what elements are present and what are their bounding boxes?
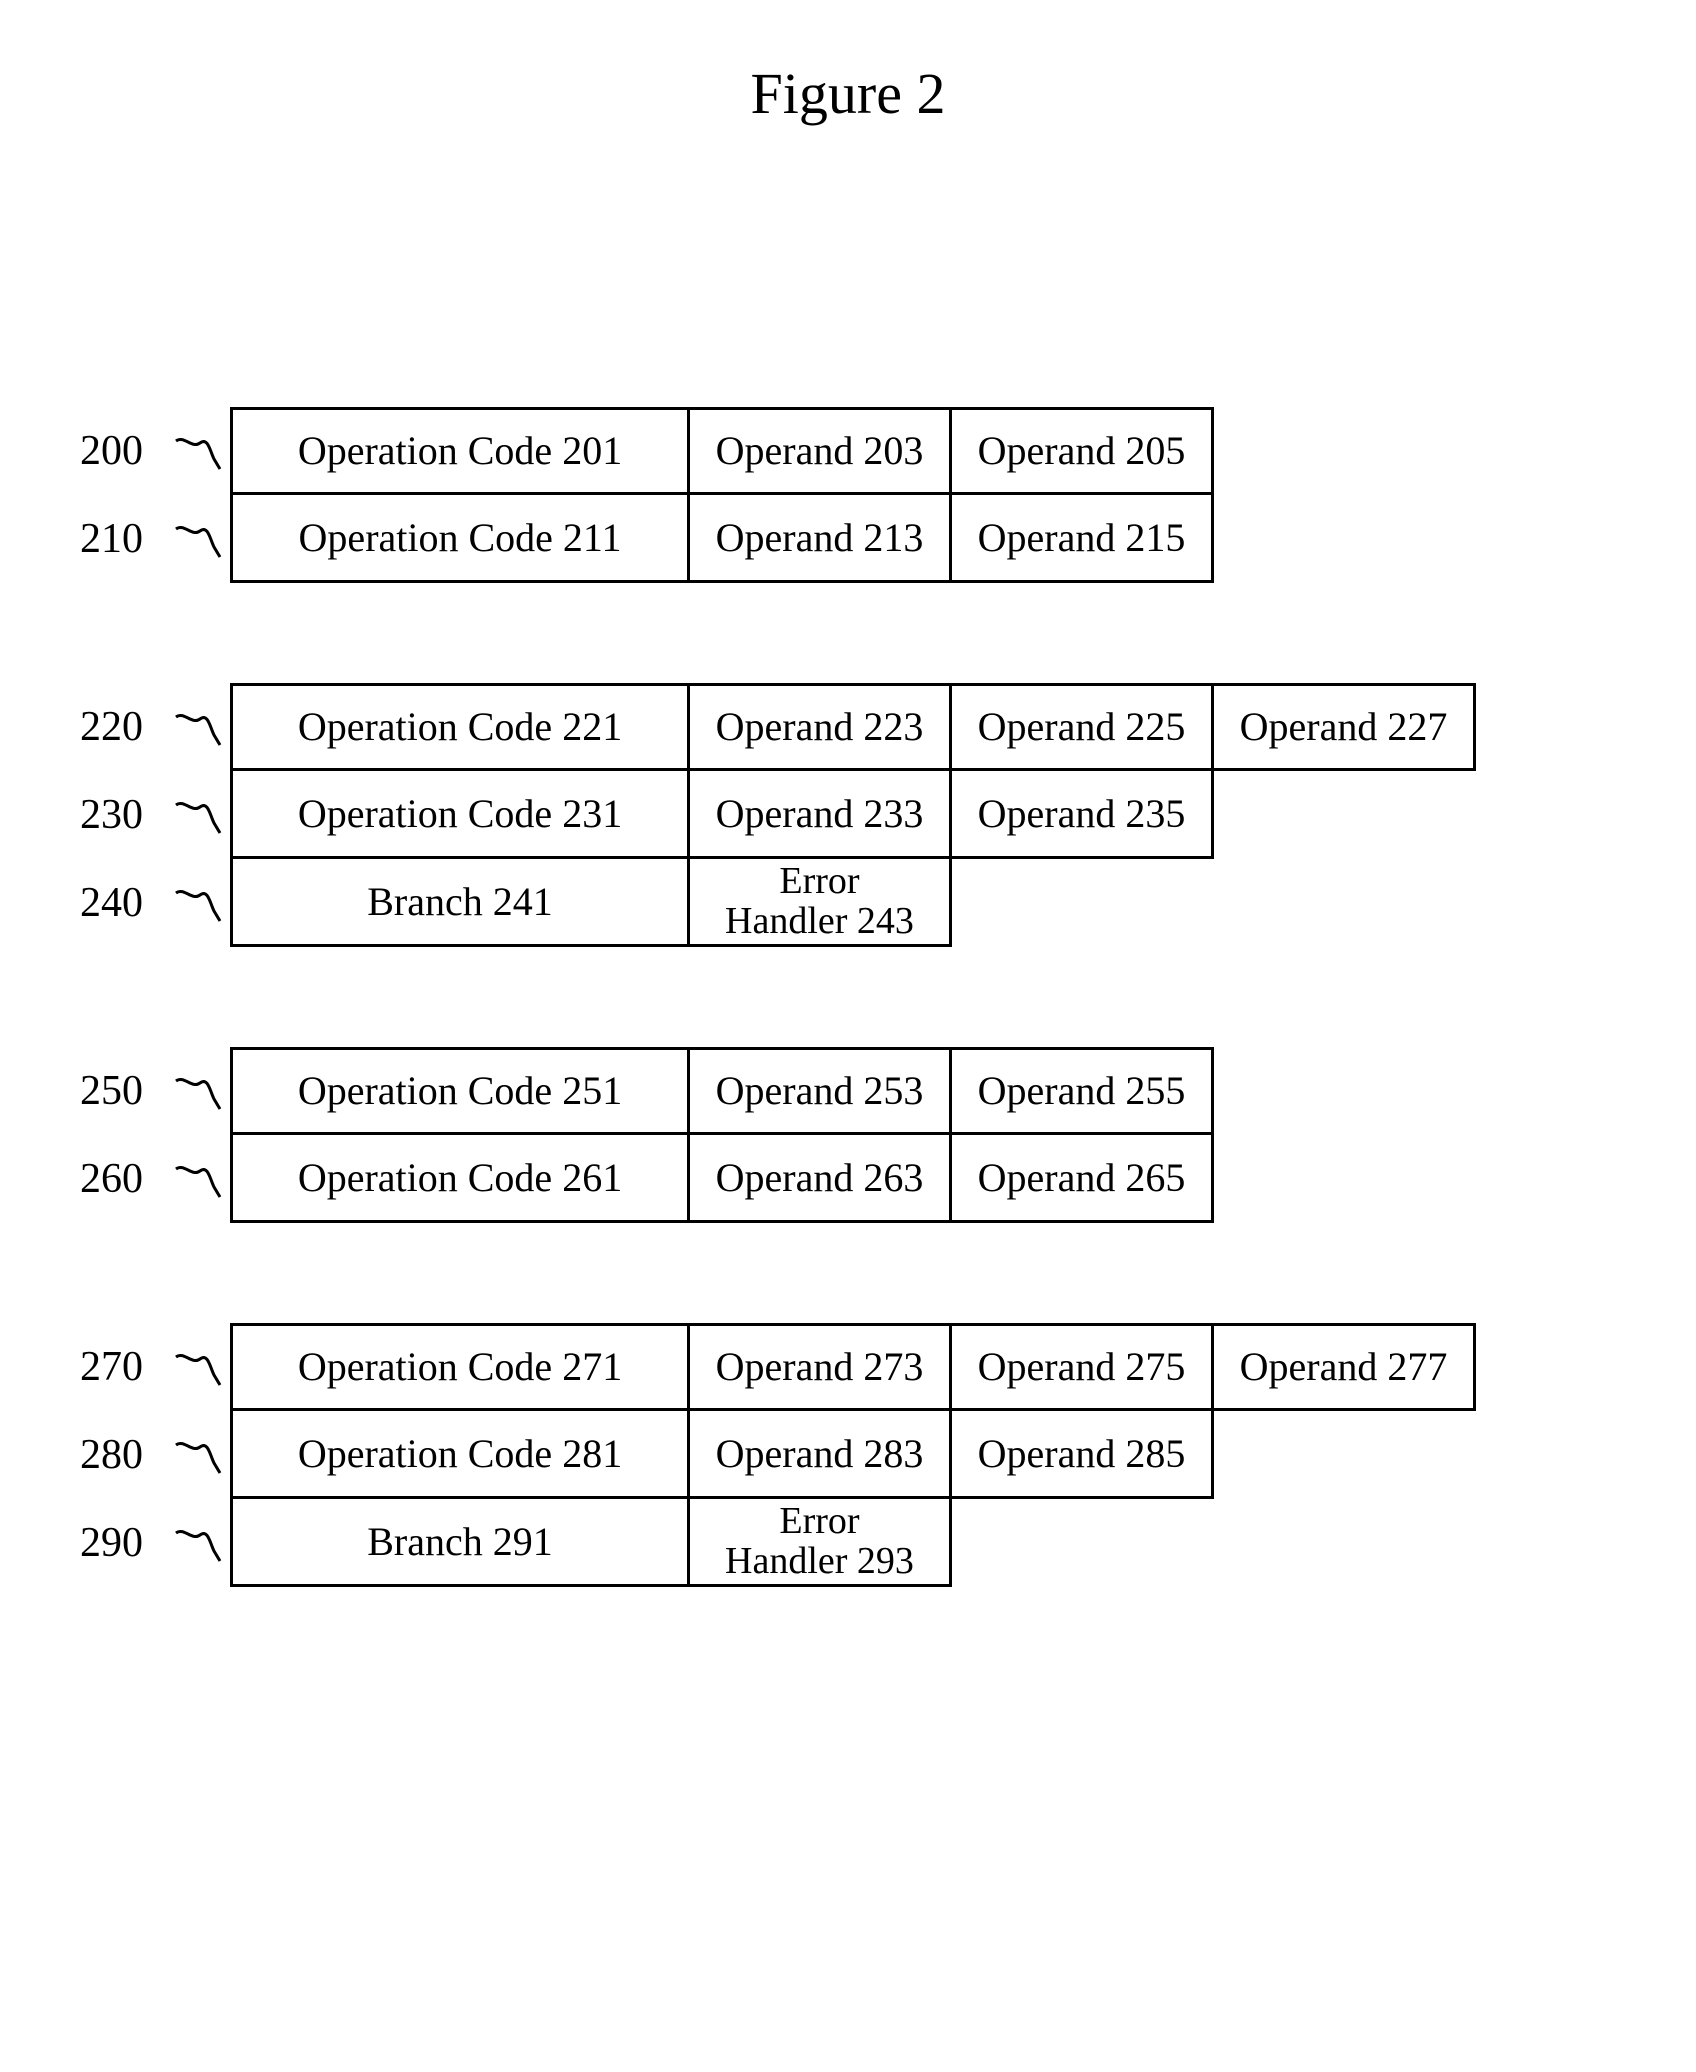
operand-cell: Operand 227 (1214, 683, 1476, 771)
row-cells: Operation Code 271Operand 273Operand 275… (230, 1323, 1476, 1411)
lead-line-icon (174, 1347, 222, 1387)
instruction-row: 250 Operation Code 251Operand 253Operand… (80, 1047, 1656, 1135)
operand-cell: Operand 225 (952, 683, 1214, 771)
operand-cell: Operand 275 (952, 1323, 1214, 1411)
opcode-cell: Operation Code 211 (230, 495, 690, 583)
row-label-wrap: 260 (80, 1135, 230, 1223)
operand-cell: Operand 265 (952, 1135, 1214, 1223)
instruction-row: 220 Operation Code 221Operand 223Operand… (80, 683, 1656, 771)
lead-line-icon (174, 519, 222, 559)
row-label: 220 (80, 703, 143, 751)
groups-container: 200 Operation Code 201Operand 203Operand… (40, 407, 1656, 1587)
operand-cell: Operand 235 (952, 771, 1214, 859)
row-label-wrap: 230 (80, 771, 230, 859)
operand-cell: Operand 233 (690, 771, 952, 859)
instruction-row: 200 Operation Code 201Operand 203Operand… (80, 407, 1656, 495)
opcode-cell: Operation Code 221 (230, 683, 690, 771)
row-label-wrap: 290 (80, 1499, 230, 1587)
row-label: 260 (80, 1155, 143, 1203)
opcode-cell: Operation Code 271 (230, 1323, 690, 1411)
opcode-cell: Operation Code 231 (230, 771, 690, 859)
instruction-row: 270 Operation Code 271Operand 273Operand… (80, 1323, 1656, 1411)
opcode-cell: Branch 291 (230, 1499, 690, 1587)
row-label-wrap: 250 (80, 1047, 230, 1135)
row-label: 230 (80, 791, 143, 839)
row-cells: Operation Code 281Operand 283Operand 285 (230, 1411, 1214, 1499)
row-cells: Operation Code 261Operand 263Operand 265 (230, 1135, 1214, 1223)
row-label-wrap: 220 (80, 683, 230, 771)
row-label: 200 (80, 427, 143, 475)
operand-cell: Operand 203 (690, 407, 952, 495)
opcode-cell: Operation Code 281 (230, 1411, 690, 1499)
row-label-wrap: 280 (80, 1411, 230, 1499)
row-cells: Branch 291Error Handler 293 (230, 1499, 952, 1587)
operand-cell: Error Handler 293 (690, 1499, 952, 1587)
opcode-cell: Branch 241 (230, 859, 690, 947)
row-label-wrap: 270 (80, 1323, 230, 1411)
instruction-row: 210 Operation Code 211Operand 213Operand… (80, 495, 1656, 583)
instruction-row: 280 Operation Code 281Operand 283Operand… (80, 1411, 1656, 1499)
operand-cell: Operand 263 (690, 1135, 952, 1223)
row-label: 210 (80, 515, 143, 563)
row-label-wrap: 210 (80, 495, 230, 583)
instruction-row: 260 Operation Code 261Operand 263Operand… (80, 1135, 1656, 1223)
row-label: 240 (80, 879, 143, 927)
figure-title: Figure 2 (40, 60, 1656, 127)
instruction-row: 290 Branch 291Error Handler 293 (80, 1499, 1656, 1587)
operand-cell: Operand 205 (952, 407, 1214, 495)
instruction-row: 240 Branch 241Error Handler 243 (80, 859, 1656, 947)
row-cells: Operation Code 211Operand 213Operand 215 (230, 495, 1214, 583)
row-label: 290 (80, 1519, 143, 1567)
row-label-wrap: 240 (80, 859, 230, 947)
instruction-group: 270 Operation Code 271Operand 273Operand… (80, 1323, 1656, 1587)
instruction-group: 200 Operation Code 201Operand 203Operand… (80, 407, 1656, 583)
lead-line-icon (174, 795, 222, 835)
operand-cell: Operand 277 (1214, 1323, 1476, 1411)
operand-cell: Operand 273 (690, 1323, 952, 1411)
operand-cell: Operand 213 (690, 495, 952, 583)
row-cells: Branch 241Error Handler 243 (230, 859, 952, 947)
row-cells: Operation Code 231Operand 233Operand 235 (230, 771, 1214, 859)
operand-cell: Error Handler 243 (690, 859, 952, 947)
operand-cell: Operand 255 (952, 1047, 1214, 1135)
lead-line-icon (174, 1159, 222, 1199)
row-cells: Operation Code 251Operand 253Operand 255 (230, 1047, 1214, 1135)
lead-line-icon (174, 707, 222, 747)
operand-cell: Operand 223 (690, 683, 952, 771)
operand-cell: Operand 283 (690, 1411, 952, 1499)
instruction-group: 220 Operation Code 221Operand 223Operand… (80, 683, 1656, 947)
opcode-cell: Operation Code 251 (230, 1047, 690, 1135)
instruction-group: 250 Operation Code 251Operand 253Operand… (80, 1047, 1656, 1223)
row-label: 250 (80, 1067, 143, 1115)
instruction-row: 230 Operation Code 231Operand 233Operand… (80, 771, 1656, 859)
opcode-cell: Operation Code 261 (230, 1135, 690, 1223)
lead-line-icon (174, 431, 222, 471)
opcode-cell: Operation Code 201 (230, 407, 690, 495)
lead-line-icon (174, 883, 222, 923)
lead-line-icon (174, 1523, 222, 1563)
row-label-wrap: 200 (80, 407, 230, 495)
row-cells: Operation Code 221Operand 223Operand 225… (230, 683, 1476, 771)
row-cells: Operation Code 201Operand 203Operand 205 (230, 407, 1214, 495)
lead-line-icon (174, 1435, 222, 1475)
operand-cell: Operand 253 (690, 1047, 952, 1135)
operand-cell: Operand 215 (952, 495, 1214, 583)
row-label: 280 (80, 1431, 143, 1479)
operand-cell: Operand 285 (952, 1411, 1214, 1499)
lead-line-icon (174, 1071, 222, 1111)
row-label: 270 (80, 1343, 143, 1391)
